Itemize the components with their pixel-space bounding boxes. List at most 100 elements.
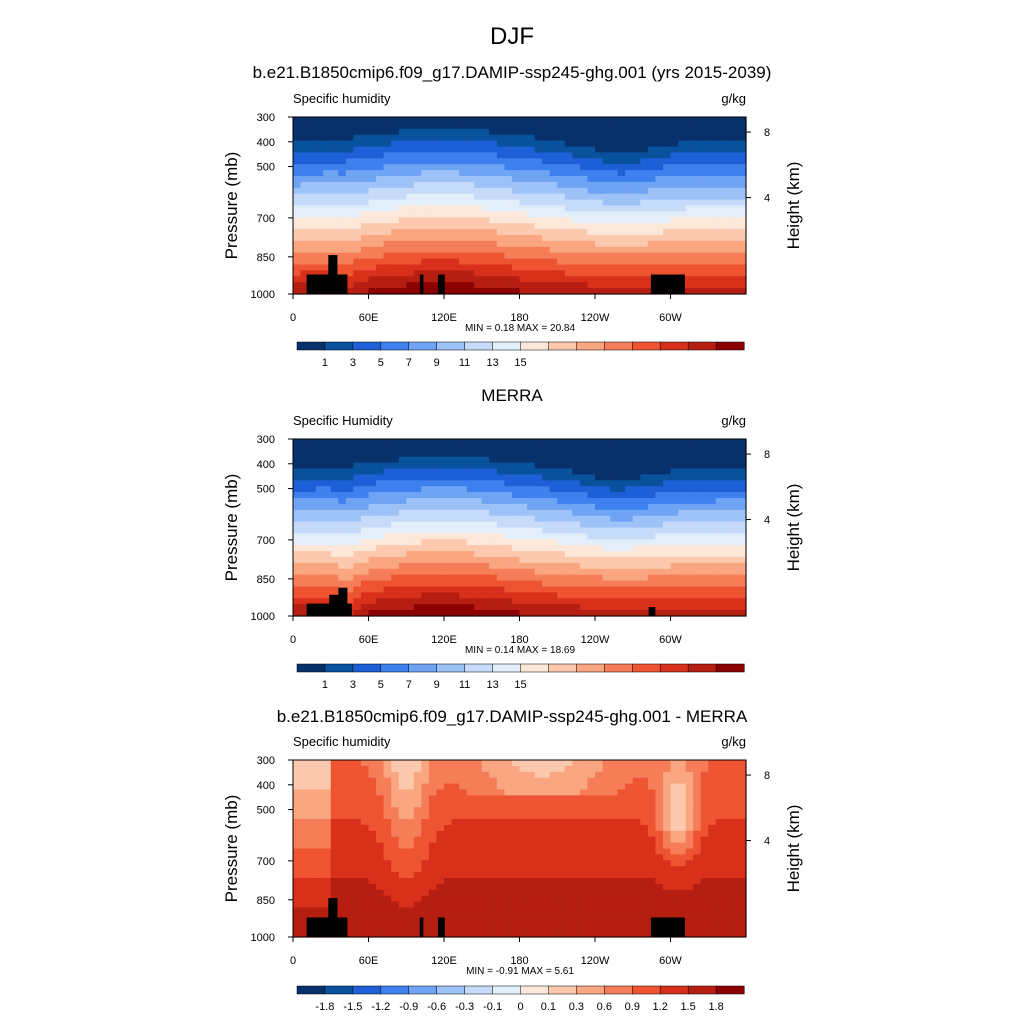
heatmap-cell xyxy=(383,193,392,201)
heatmap-cell xyxy=(700,193,709,201)
heatmap-cell xyxy=(444,176,453,183)
heatmap-cell xyxy=(647,492,656,499)
heatmap-cell xyxy=(391,270,400,277)
heatmap-cell xyxy=(610,152,619,159)
heatmap-cell xyxy=(564,158,573,165)
heatmap-cell xyxy=(391,229,400,236)
heatmap-cell xyxy=(715,551,724,558)
heatmap-cell xyxy=(595,765,604,773)
heatmap-cell xyxy=(368,217,377,224)
heatmap-cell xyxy=(459,128,468,136)
heatmap-cell xyxy=(602,807,611,814)
heatmap-cell xyxy=(527,801,536,808)
heatmap-cell xyxy=(738,282,747,289)
heatmap-cell xyxy=(685,140,694,148)
heatmap-cell xyxy=(632,854,641,861)
heatmap-cell xyxy=(572,866,581,873)
heatmap-cell xyxy=(428,545,438,552)
heatmap-cell xyxy=(459,592,468,599)
heatmap-cell xyxy=(557,480,566,487)
heatmap-cell xyxy=(610,533,619,540)
heatmap-cell xyxy=(444,193,453,201)
heatmap-cell xyxy=(708,146,717,153)
heatmap-cell xyxy=(300,527,309,534)
heatmap-cell xyxy=(421,164,430,171)
heatmap-cell xyxy=(391,288,400,295)
heatmap-cell xyxy=(413,276,422,283)
heatmap-cell xyxy=(496,521,505,529)
heatmap-cell xyxy=(459,765,468,773)
heatmap-cell xyxy=(338,181,347,189)
heatmap-cell xyxy=(451,592,460,599)
heatmap-cell xyxy=(572,235,581,242)
heatmap-cell xyxy=(715,223,724,230)
heatmap-cell xyxy=(300,777,309,785)
heatmap-cell xyxy=(647,444,656,452)
heatmap-cell xyxy=(436,252,445,260)
heatmap-cell xyxy=(549,604,558,611)
heatmap-cell xyxy=(489,824,498,832)
heatmap-cell xyxy=(595,117,604,124)
heatmap-cell xyxy=(557,498,566,505)
heatmap-cell xyxy=(308,860,317,867)
heatmap-cell xyxy=(444,140,453,148)
heatmap-cell xyxy=(617,503,626,511)
heatmap-cell xyxy=(632,164,641,171)
heatmap-cell xyxy=(610,789,619,796)
heatmap-cell xyxy=(595,444,604,452)
heatmap-cell xyxy=(391,562,400,570)
heatmap-cell xyxy=(572,557,581,564)
heatmap-cell xyxy=(360,492,370,499)
heatmap-cell xyxy=(557,592,566,599)
heatmap-cell xyxy=(647,205,656,212)
heatmap-cell xyxy=(421,176,430,183)
heatmap-cell xyxy=(444,152,453,159)
heatmap-cell xyxy=(323,264,332,271)
heatmap-cell xyxy=(693,580,702,588)
heatmap-cell xyxy=(466,836,475,844)
heatmap-cell xyxy=(383,562,392,570)
heatmap-cell xyxy=(323,199,332,207)
heatmap-cell xyxy=(670,771,679,779)
heatmap-cell xyxy=(293,527,302,534)
heatmap-cell xyxy=(315,462,324,470)
heatmap-cell xyxy=(602,229,611,236)
heatmap-cell xyxy=(413,503,422,511)
heatmap-cell xyxy=(300,439,309,446)
heatmap-cell xyxy=(376,872,385,879)
heatmap-cell xyxy=(444,819,453,826)
heatmap-cell xyxy=(474,765,483,773)
heatmap-cell xyxy=(632,866,641,873)
heatmap-cell xyxy=(323,181,332,189)
heatmap-cell xyxy=(685,765,694,773)
heatmap-cell xyxy=(587,217,596,224)
heatmap-cell xyxy=(542,557,551,564)
heatmap-cell xyxy=(360,240,370,248)
heatmap-cell xyxy=(519,223,528,230)
heatmap-cell xyxy=(723,480,732,487)
heatmap-cell xyxy=(610,866,619,873)
heatmap-cell xyxy=(428,848,438,855)
heatmap-cell xyxy=(640,480,649,487)
heatmap-cell xyxy=(723,211,732,218)
heatmap-cell xyxy=(617,819,626,826)
heatmap-cell xyxy=(708,252,717,260)
heatmap-cell xyxy=(527,252,536,260)
heatmap-cell xyxy=(640,158,649,165)
heatmap-cell xyxy=(693,830,702,838)
heatmap-cell xyxy=(383,765,392,773)
y-tick-label: 700 xyxy=(257,213,275,225)
heatmap-cell xyxy=(368,503,377,511)
heatmap-cell xyxy=(579,229,589,236)
heatmap-cell xyxy=(519,205,528,212)
heatmap-cell xyxy=(519,468,528,475)
heatmap-cell xyxy=(647,813,656,820)
heatmap-cell xyxy=(542,146,551,153)
heatmap-cell xyxy=(723,128,732,136)
heatmap-cell xyxy=(444,813,453,820)
heatmap-cell xyxy=(723,223,732,230)
heatmap-cell xyxy=(436,872,445,879)
heatmap-cell xyxy=(391,509,400,517)
heatmap-cell xyxy=(459,456,468,464)
heatmap-cell xyxy=(542,462,551,470)
